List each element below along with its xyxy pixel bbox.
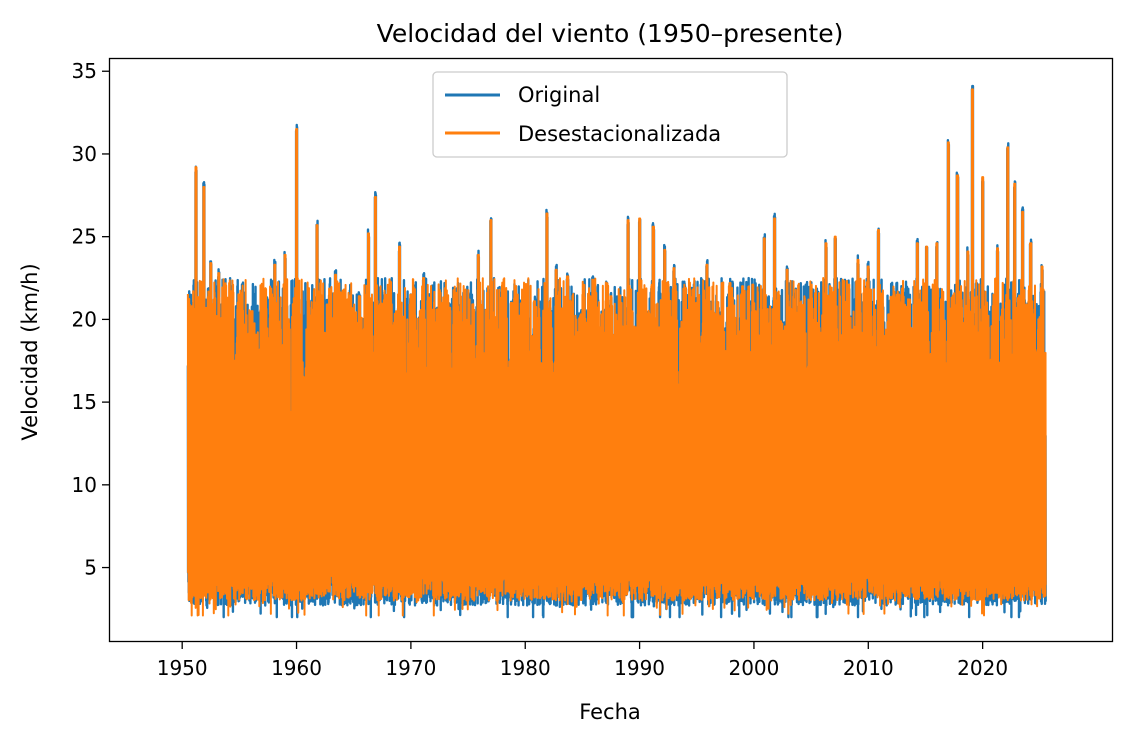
legend-label-original: Original bbox=[518, 83, 600, 107]
plot-frame bbox=[108, 57, 1114, 643]
legend-label-desestacionalizada: Desestacionalizada bbox=[518, 122, 721, 146]
series-layer bbox=[186, 84, 1047, 619]
y-axis: 5 10 15 20 25 30 35 bbox=[72, 59, 109, 580]
y-tick-label: 35 bbox=[72, 59, 97, 83]
x-tick-label: 1960 bbox=[271, 656, 322, 680]
x-tick-label: 2000 bbox=[728, 656, 779, 680]
x-axis: 1950 1960 1970 1980 1990 2000 2010 2020 bbox=[157, 642, 1008, 680]
plot-area bbox=[108, 57, 1114, 643]
series-line-desestacionalizada bbox=[186, 88, 1047, 617]
x-axis-title: Fecha bbox=[579, 700, 641, 724]
y-tick-label: 20 bbox=[72, 307, 97, 331]
x-tick-label: 1970 bbox=[385, 656, 436, 680]
y-tick-label: 15 bbox=[72, 390, 97, 414]
legend: Original Desestacionalizada bbox=[432, 71, 788, 158]
x-tick-label: 2020 bbox=[957, 656, 1008, 680]
x-tick-label: 1980 bbox=[500, 656, 551, 680]
y-tick-label: 5 bbox=[84, 556, 97, 580]
y-tick-label: 10 bbox=[72, 473, 97, 497]
chart-title: Velocidad del viento (1950–presente) bbox=[377, 19, 844, 48]
y-axis-title: Velocidad (km/h) bbox=[18, 263, 42, 440]
x-tick-label: 1990 bbox=[614, 656, 665, 680]
y-tick-label: 30 bbox=[72, 142, 97, 166]
legend-frame bbox=[432, 71, 788, 158]
x-tick-label: 2010 bbox=[843, 656, 894, 680]
y-tick-label: 25 bbox=[72, 225, 97, 249]
x-tick-label: 1950 bbox=[157, 656, 208, 680]
